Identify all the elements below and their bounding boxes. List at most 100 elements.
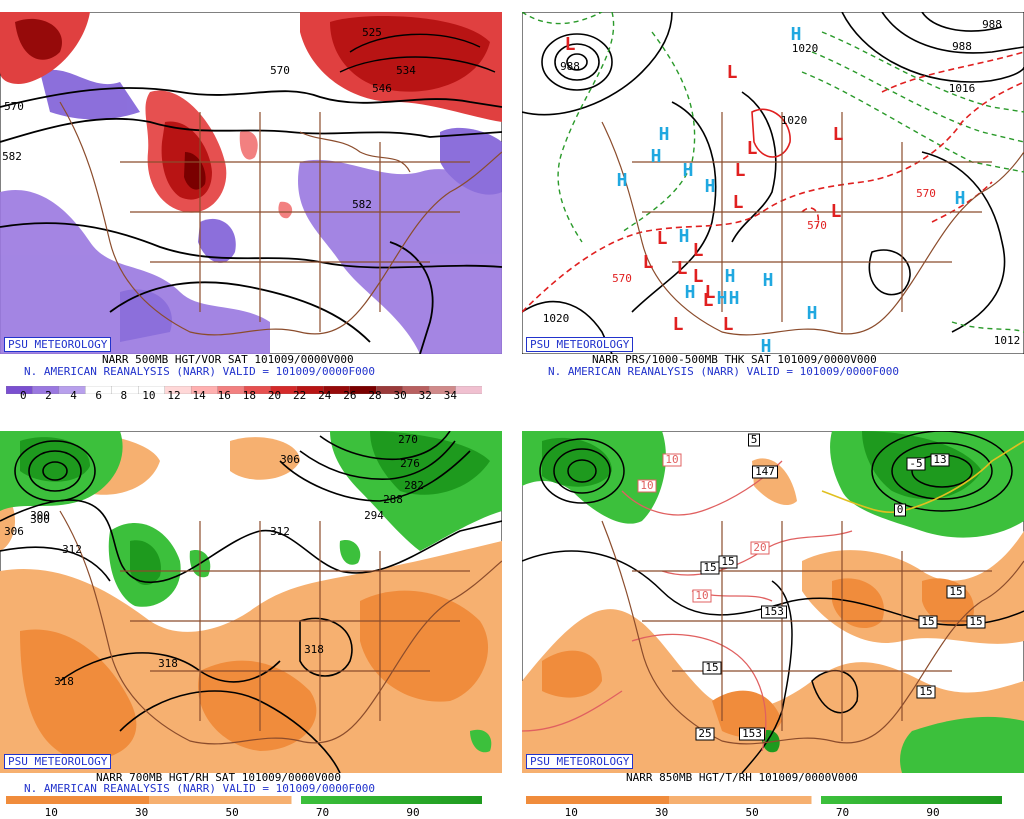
rh-colorbar	[526, 796, 1002, 804]
contour-label-box	[930, 453, 950, 467]
contour-label-box	[702, 661, 722, 675]
contour-label: 15	[703, 561, 716, 574]
contour-label: 5	[751, 433, 758, 446]
panel-500mb-vorticity: 525 534 546 570 582 582 570 PSU METEOROLOGY	[0, 12, 502, 354]
panel2-source-line: N. AMERICAN REANALYSIS (NARR) VALID = 10…	[548, 365, 899, 378]
high-pressure-center: H	[685, 282, 696, 303]
contour-label: 570	[807, 219, 827, 232]
map-mslp: 988 1020 988 1020 570 570 1020 1016 988 1012 570 L…	[522, 12, 1024, 354]
colorbar-tick-label: 70	[835, 806, 850, 819]
low-pressure-center: L	[705, 282, 716, 303]
high-pressure-center: H	[725, 266, 736, 287]
low-pressure-center: L	[693, 240, 704, 261]
low-pressure-center: L	[657, 228, 668, 249]
height-contours	[522, 431, 1024, 773]
geography-lines	[601, 520, 1024, 745]
high-pressure-center: H	[705, 176, 716, 197]
geography-lines	[59, 101, 502, 336]
low-pressure-center: L	[747, 138, 758, 159]
colorbar-tick-label: 6	[95, 389, 102, 402]
contour-label-box	[637, 479, 657, 493]
watermark: PSU METEOROLOGY	[4, 754, 112, 769]
panel3-source-line: N. AMERICAN REANALYSIS (NARR) VALID = 10…	[24, 782, 375, 795]
contour-label: 312	[62, 543, 82, 556]
contour-label-box	[662, 453, 682, 467]
low-pressure-center: L	[831, 201, 842, 222]
panel4-product-line: NARR 850MB HGT/T/RH 101009/0000V000	[626, 771, 858, 784]
high-pressure-center: H	[617, 170, 628, 191]
high-pressure-center: H	[761, 336, 772, 354]
high-pressure-center: H	[659, 124, 670, 145]
contour-label: 318	[304, 643, 324, 656]
colorbar-tick-label: 20	[267, 389, 282, 402]
high-pressure-center: H	[763, 270, 774, 291]
watermark: PSU METEOROLOGY	[526, 754, 634, 769]
rh-colorbar	[6, 796, 482, 804]
contour-label: 25	[698, 727, 711, 740]
contour-label: 988	[952, 40, 972, 53]
contour-label: 15	[949, 585, 962, 598]
low-pressure-center: L	[727, 62, 738, 83]
contour-label: 570	[4, 100, 24, 113]
colorbar-tick-label: 12	[167, 389, 181, 402]
contour-label: 1012	[994, 334, 1021, 347]
contour-label-box	[966, 615, 986, 629]
low-pressure-center: L	[565, 34, 576, 55]
contour-label: 1020	[781, 114, 808, 127]
contour-label: 312	[270, 525, 290, 538]
contour-label: 15	[721, 555, 734, 568]
high-pressure-center: H	[729, 288, 740, 309]
colorbar-tick-label: 30	[393, 389, 407, 402]
contour-label: 534	[396, 64, 416, 77]
thickness-red	[522, 51, 1024, 313]
high-pressure-center: H	[955, 188, 966, 209]
contour-label-box	[916, 685, 936, 699]
contour-label: 15	[921, 615, 934, 628]
contour-label-box	[695, 727, 715, 741]
contour-label: 153	[742, 727, 762, 740]
contour-label: 318	[158, 657, 178, 670]
contour-label: 1020	[543, 312, 570, 325]
contour-label: 276	[400, 457, 420, 470]
colorbar-tick-label: 32	[418, 389, 432, 402]
colorbar-tick-label: 50	[745, 806, 759, 819]
low-pressure-center: L	[735, 160, 746, 181]
contour-label: 153	[764, 605, 784, 618]
contour-label: 10	[695, 589, 708, 602]
contour-label: 288	[383, 493, 403, 506]
contour-label: 306	[280, 453, 300, 466]
panel-700mb-rh: 306 300 312 300 306 312 318 318 318 270 276 282 288 2…	[0, 431, 502, 773]
geography-lines	[601, 112, 1024, 336]
rh-colorbar-ticks: 10 30 50 70 90	[6, 806, 482, 819]
colorbar-tick-label: 10	[564, 806, 578, 819]
contour-label: 570	[916, 187, 936, 200]
colorbar-tick-label: 16	[217, 389, 231, 402]
map-850mb: 5 10 10 20 15 10 15 147 153 15 25 153 15 15 -5 13 0 15 15	[522, 431, 1024, 773]
panel1-product-line: NARR 500MB HGT/VOR SAT 101009/0000V000	[102, 353, 354, 366]
contour-label: 988	[982, 18, 1002, 31]
colorbar-tick-label: 8	[120, 389, 128, 402]
high-pressure-center: H	[791, 24, 802, 45]
contour-label-box	[946, 585, 966, 599]
high-pressure-center: H	[679, 226, 690, 247]
colorbar-tick-label: 2	[45, 389, 52, 402]
contour-label: 582	[352, 198, 372, 211]
isobar-labels: 988 1020 988 1020 570 570 1020 1016 988 1012 570	[543, 18, 1021, 347]
contour-label-box	[739, 727, 765, 741]
contour-label-box	[761, 605, 787, 619]
colorbar-tick-label: 24	[318, 389, 332, 402]
colorbar-tick-label: 4	[70, 389, 77, 402]
height-contours	[0, 431, 502, 773]
contour-label: 570	[270, 64, 290, 77]
contour-label: 270	[398, 433, 418, 446]
high-pressure-center: H	[683, 160, 694, 181]
colorbar-tick-label: 18	[242, 389, 257, 402]
watermark: PSU METEOROLOGY	[4, 337, 112, 352]
contour-label: 300	[30, 513, 50, 526]
colorbar-tick-label: 50	[225, 806, 239, 819]
contour-label-box	[748, 433, 760, 447]
contour-label: 546	[372, 82, 392, 95]
